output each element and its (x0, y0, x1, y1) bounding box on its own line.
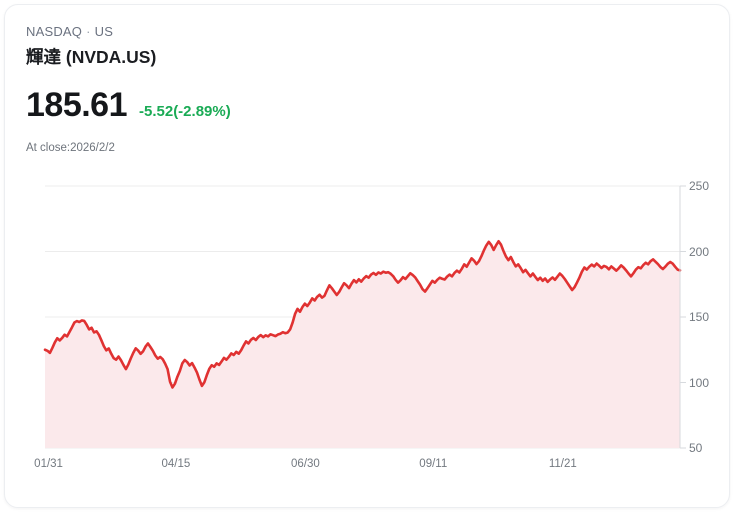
market-status-note: At close:2026/2/2 (26, 142, 115, 154)
separator-dot: · (86, 24, 91, 39)
chart-line (43, 239, 682, 389)
last-price: 185.61 (26, 86, 128, 124)
page-title: 輝達 (NVDA.US) (26, 47, 157, 67)
x-axis-label: 09/11 (419, 458, 448, 470)
x-axis-label: 06/30 (291, 458, 320, 470)
y-axis-label: 100 (689, 375, 710, 390)
quote-header: NASDAQ · US 輝達 (NVDA.US) 185.61 -5.52(-2.8… (26, 23, 626, 156)
region-label: US (94, 24, 114, 39)
y-axis-label: 150 (689, 310, 710, 324)
price-row: 185.61 -5.52(-2.89%) (26, 86, 626, 124)
y-axis-label: 200 (689, 244, 710, 259)
chart-y-axis-labels: 250 200 150 100 50 (689, 165, 729, 465)
x-axis-label: 04/15 (161, 458, 191, 470)
x-axis-label: 01/31 (34, 458, 63, 470)
x-axis-label: 11/21 (548, 458, 577, 470)
price-chart[interactable]: 250 200 150 100 50 01/31 04/15 06/30 09/11 11/21 (5, 165, 730, 485)
exchange-region-row: NASDAQ · US (26, 23, 626, 41)
price-chart-svg[interactable] (5, 165, 730, 465)
y-axis-label: 50 (689, 441, 703, 455)
exchange-name: NASDAQ (26, 24, 83, 39)
chart-y-ticks (680, 185, 686, 449)
y-axis-label: 250 (689, 179, 710, 193)
price-change: -5.52(-2.89%) (139, 103, 231, 120)
chart-x-axis-labels: 01/31 04/15 06/30 09/11 11/21 (5, 457, 729, 481)
stock-quote-card: NASDAQ · US 輝達 (NVDA.US) 185.61 -5.52(-2.8… (4, 4, 730, 508)
chart-area-fill (45, 241, 680, 448)
